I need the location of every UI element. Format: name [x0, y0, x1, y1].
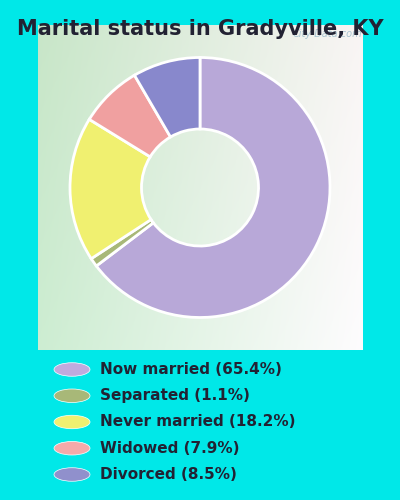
Circle shape: [54, 415, 90, 428]
Circle shape: [54, 442, 90, 455]
Text: Widowed (7.9%): Widowed (7.9%): [100, 441, 240, 456]
Text: Never married (18.2%): Never married (18.2%): [100, 414, 296, 430]
Circle shape: [54, 389, 90, 402]
Wedge shape: [70, 120, 151, 258]
Circle shape: [54, 468, 90, 481]
Text: Separated (1.1%): Separated (1.1%): [100, 388, 250, 403]
Text: Marital status in Gradyville, KY: Marital status in Gradyville, KY: [17, 19, 383, 39]
Wedge shape: [91, 220, 153, 266]
Wedge shape: [134, 58, 200, 137]
Text: City-Data.com: City-Data.com: [293, 29, 362, 39]
Wedge shape: [96, 58, 330, 318]
Wedge shape: [89, 75, 170, 157]
Text: Now married (65.4%): Now married (65.4%): [100, 362, 282, 377]
Text: Divorced (8.5%): Divorced (8.5%): [100, 467, 237, 482]
Circle shape: [54, 363, 90, 376]
